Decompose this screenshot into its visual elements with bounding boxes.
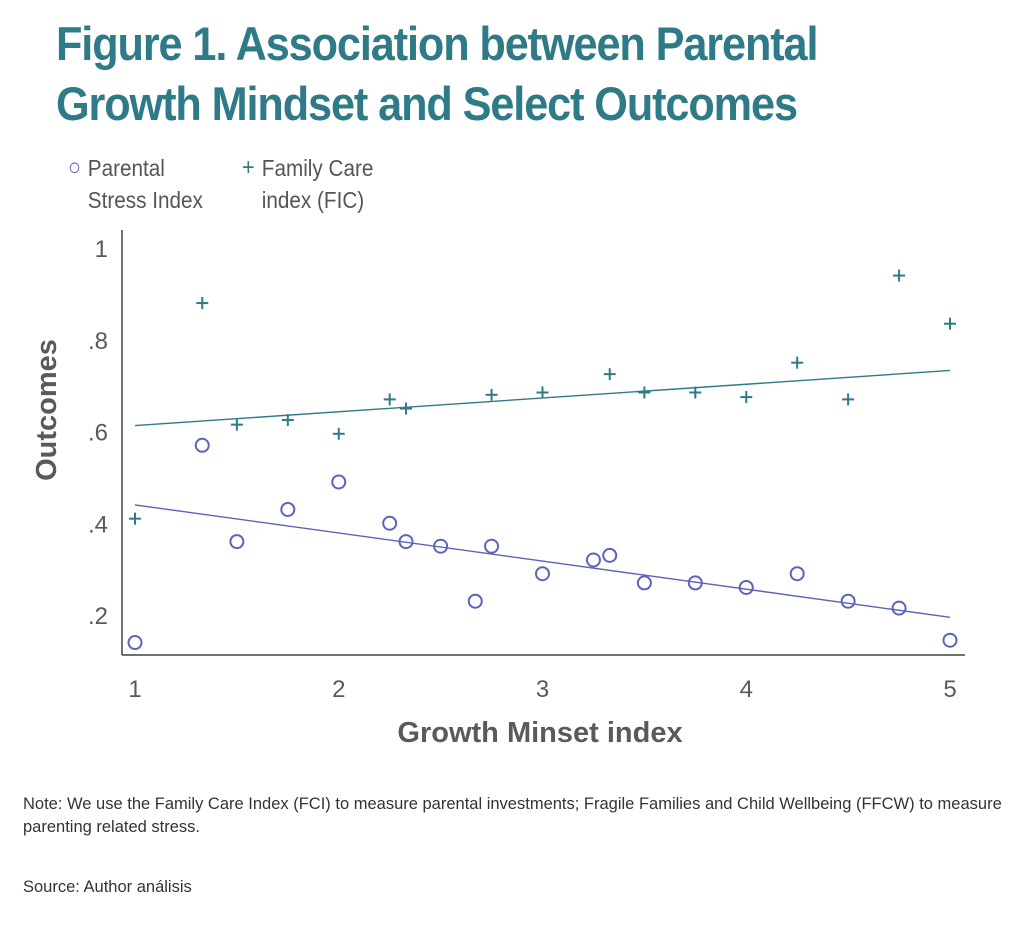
x-tick-label: 3 [536, 676, 549, 703]
stress-index-point [687, 575, 703, 591]
fic-point [740, 391, 753, 404]
legend-label-line-2: index (FIC) [261, 187, 365, 213]
y-tick-label: .8 [88, 328, 108, 355]
stress-index-point [398, 534, 414, 550]
stress-index-point [331, 474, 347, 490]
fic-point [638, 386, 651, 399]
circle-marker-icon: ○ [68, 154, 82, 181]
axis-labels: .2 .4 .6 .8 1 1 2 3 4 5 Growth Minset index Outcome… [31, 236, 957, 749]
figure-title-line-1: Figure 1. Association between Parental [56, 17, 819, 70]
x-tick-label: 1 [128, 676, 141, 703]
stress-index-point [280, 501, 296, 517]
y-tick-label: 1 [95, 236, 108, 263]
y-axis-title: Outcomes [31, 339, 63, 481]
stress-index-point [433, 538, 449, 554]
x-tick-label: 5 [943, 676, 956, 703]
fit-line [134, 504, 951, 618]
fic-point [332, 427, 345, 440]
fic-point [536, 386, 549, 399]
stress-index-point [585, 552, 601, 568]
fic-point [603, 368, 616, 381]
axes [121, 230, 965, 656]
fic-point [383, 393, 396, 406]
legend-label-line-1: Parental [87, 155, 165, 181]
legend-label-stress: Parental Stress Index [88, 152, 203, 216]
legend-label-line-1: Family Care [261, 155, 374, 181]
stress-index-point [738, 579, 754, 595]
stress-index-point [891, 600, 907, 616]
legend-label-line-2: Stress Index [87, 187, 203, 213]
stress-index-point [602, 547, 618, 563]
figure-note: Note: We use the Family Care Index (FCI)… [23, 795, 1002, 836]
stress-index-point [636, 575, 652, 591]
fic-point [196, 297, 209, 310]
stress-index-point [942, 632, 958, 648]
stress-index-point [484, 538, 500, 554]
figure-title-line-2: Growth Mindset and Select Outcomes [56, 77, 798, 130]
fic-point [893, 269, 906, 282]
stress-index-point [382, 515, 398, 531]
fic-point [281, 414, 294, 427]
y-tick-label: .4 [88, 511, 108, 538]
fic-point [944, 317, 956, 330]
fic-point [842, 393, 855, 406]
y-tick-label: .2 [88, 603, 108, 630]
fic-point [230, 418, 243, 431]
fic-point [399, 402, 412, 415]
stress-index-point [229, 534, 245, 550]
fic-point [485, 388, 498, 401]
fic-point [129, 512, 141, 525]
plus-marker-icon: + [242, 154, 255, 181]
y-tick-label: .6 [88, 420, 108, 447]
data-points [127, 269, 958, 651]
figure-title: Figure 1. Association between Parental G… [56, 14, 884, 134]
x-axis-title: Growth Minset index [397, 717, 682, 749]
fic-point [791, 356, 804, 369]
x-tick-label: 4 [740, 676, 753, 703]
stress-index-point [840, 593, 856, 609]
stress-index-point [535, 566, 550, 582]
figure-source: Source: Author análisis [23, 878, 192, 896]
stress-index-point [789, 566, 805, 582]
stress-index-point [467, 593, 483, 609]
stress-index-point [194, 437, 210, 453]
stress-index-point [127, 635, 143, 651]
x-tick-label: 2 [332, 676, 345, 703]
fic-point [689, 386, 702, 399]
legend-label-fic: Family Care index (FIC) [262, 152, 374, 216]
